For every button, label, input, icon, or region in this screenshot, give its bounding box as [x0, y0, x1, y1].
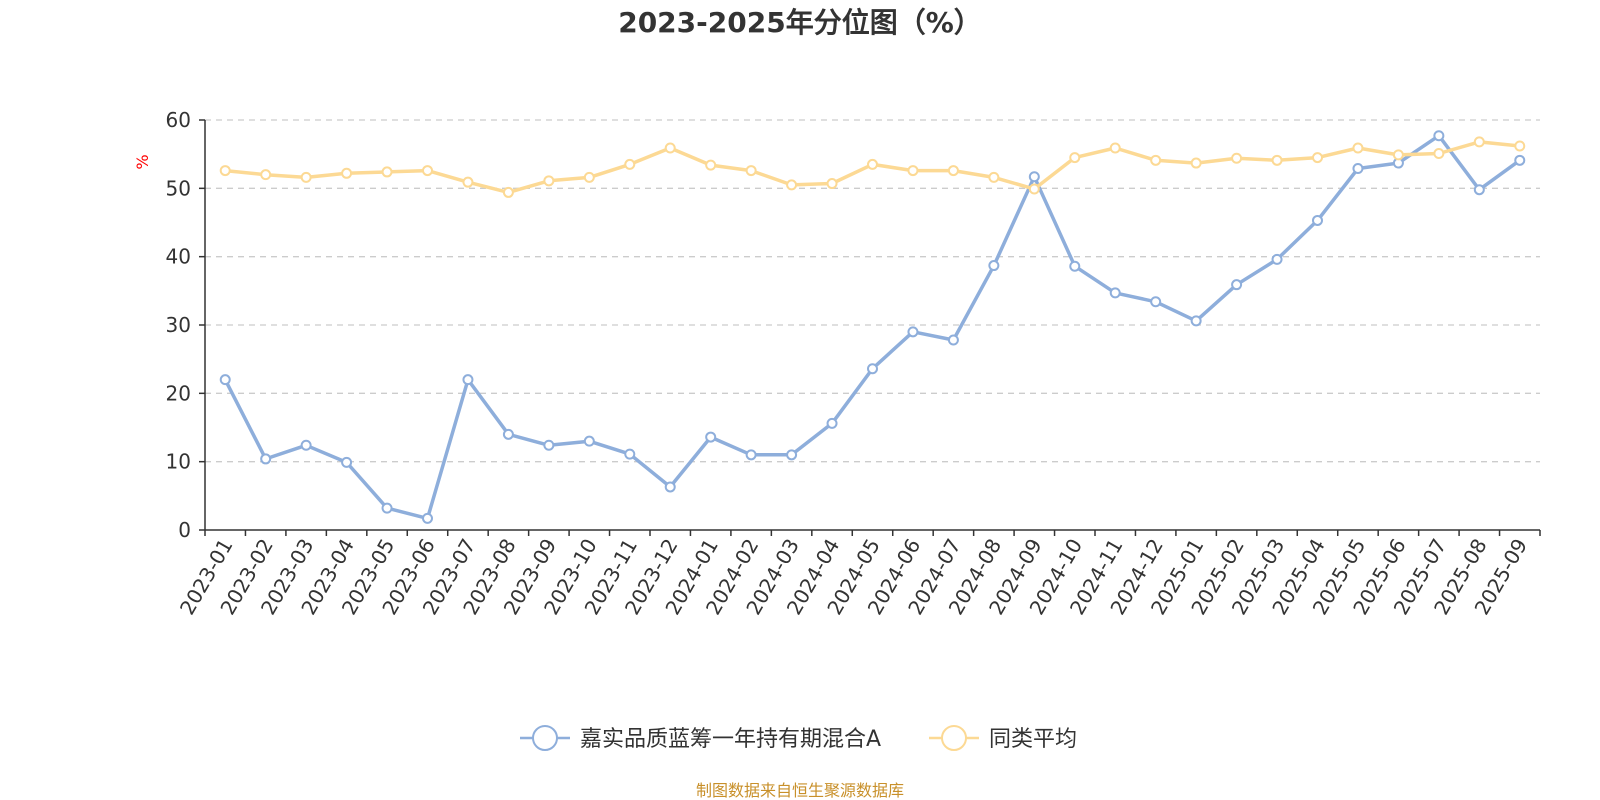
data-point[interactable]: [826, 178, 838, 190]
data-point[interactable]: [543, 439, 555, 451]
data-source-note: 制图数据来自恒生聚源数据库: [696, 781, 904, 800]
data-point[interactable]: [1231, 152, 1243, 164]
data-point[interactable]: [705, 431, 717, 443]
data-point[interactable]: [1150, 154, 1162, 166]
chart-title: 2023-2025年分位图（%）: [618, 6, 982, 39]
data-point[interactable]: [705, 159, 717, 171]
data-point[interactable]: [1231, 279, 1243, 291]
data-point[interactable]: [1069, 260, 1081, 272]
data-point[interactable]: [1473, 184, 1485, 196]
data-point[interactable]: [1312, 152, 1323, 164]
data-point[interactable]: [219, 165, 231, 177]
data-point[interactable]: [664, 481, 676, 493]
series-lines: [219, 130, 1526, 524]
data-point[interactable]: [502, 428, 514, 440]
data-point[interactable]: [745, 449, 757, 461]
data-point[interactable]: [907, 165, 919, 177]
data-point[interactable]: [624, 158, 636, 170]
data-point[interactable]: [947, 165, 959, 177]
data-point[interactable]: [1190, 157, 1202, 169]
data-point[interactable]: [462, 374, 474, 386]
data-point[interactable]: [1514, 154, 1526, 166]
data-point[interactable]: [624, 448, 636, 460]
data-point[interactable]: [1109, 142, 1121, 154]
legend-item-0[interactable]: 嘉实品质蓝筹一年持有期混合A: [520, 725, 881, 752]
data-point[interactable]: [826, 417, 838, 429]
legend-label: 嘉实品质蓝筹一年持有期混合A: [580, 727, 881, 752]
data-point[interactable]: [1109, 287, 1121, 299]
data-point[interactable]: [422, 512, 433, 524]
data-point[interactable]: [422, 165, 433, 177]
data-point[interactable]: [1190, 315, 1202, 327]
data-point[interactable]: [583, 171, 595, 183]
data-point[interactable]: [1433, 147, 1445, 159]
data-point[interactable]: [300, 171, 312, 183]
data-point[interactable]: [260, 169, 272, 181]
data-point[interactable]: [1028, 183, 1040, 195]
data-point[interactable]: [381, 166, 393, 178]
data-point[interactable]: [1069, 152, 1081, 164]
data-point[interactable]: [1028, 171, 1040, 183]
data-point[interactable]: [1352, 163, 1364, 175]
data-point[interactable]: [1150, 296, 1162, 308]
data-point[interactable]: [502, 186, 514, 198]
legend-item-1[interactable]: 同类平均: [929, 725, 1077, 752]
y-tick-label: 30: [166, 313, 191, 337]
data-point[interactable]: [341, 167, 353, 179]
data-point[interactable]: [867, 363, 878, 375]
data-point[interactable]: [745, 165, 757, 177]
y-axis-unit: %: [133, 154, 152, 169]
legend-circle-icon: [941, 725, 967, 751]
data-point[interactable]: [543, 175, 555, 187]
data-point[interactable]: [1352, 142, 1364, 154]
data-point[interactable]: [1392, 149, 1404, 161]
data-point[interactable]: [786, 179, 798, 191]
data-point[interactable]: [583, 435, 595, 447]
data-point[interactable]: [664, 142, 676, 154]
y-tick-label: 0: [178, 518, 191, 542]
y-tick-label: 60: [166, 108, 191, 132]
data-point[interactable]: [786, 449, 798, 461]
data-point[interactable]: [219, 374, 231, 386]
grid-lines: [205, 119, 1540, 463]
series-line-0: [223, 133, 1521, 521]
legend-circle-icon: [532, 725, 558, 751]
data-point[interactable]: [988, 171, 1000, 183]
legend-label: 同类平均: [989, 727, 1077, 752]
data-point[interactable]: [300, 439, 312, 451]
data-point[interactable]: [1473, 136, 1485, 148]
data-point[interactable]: [1271, 154, 1283, 166]
legend[interactable]: 嘉实品质蓝筹一年持有期混合A 同类平均: [520, 725, 1077, 752]
data-point[interactable]: [867, 158, 878, 170]
data-point[interactable]: [260, 453, 272, 465]
data-point[interactable]: [988, 260, 1000, 272]
data-point[interactable]: [462, 176, 474, 188]
data-point[interactable]: [1514, 140, 1526, 152]
data-point[interactable]: [907, 326, 919, 338]
y-tick-label: 10: [166, 450, 191, 474]
data-point[interactable]: [1271, 253, 1283, 265]
y-tick-label: 20: [166, 381, 191, 405]
data-point[interactable]: [1312, 214, 1323, 226]
y-tick-label: 50: [166, 176, 191, 200]
data-point[interactable]: [1433, 130, 1445, 142]
data-point[interactable]: [341, 456, 353, 468]
axes: 01020304050602023-012023-022023-032023-0…: [166, 108, 1541, 619]
data-point[interactable]: [947, 334, 959, 346]
data-point[interactable]: [381, 502, 393, 514]
y-tick-label: 40: [166, 245, 191, 269]
